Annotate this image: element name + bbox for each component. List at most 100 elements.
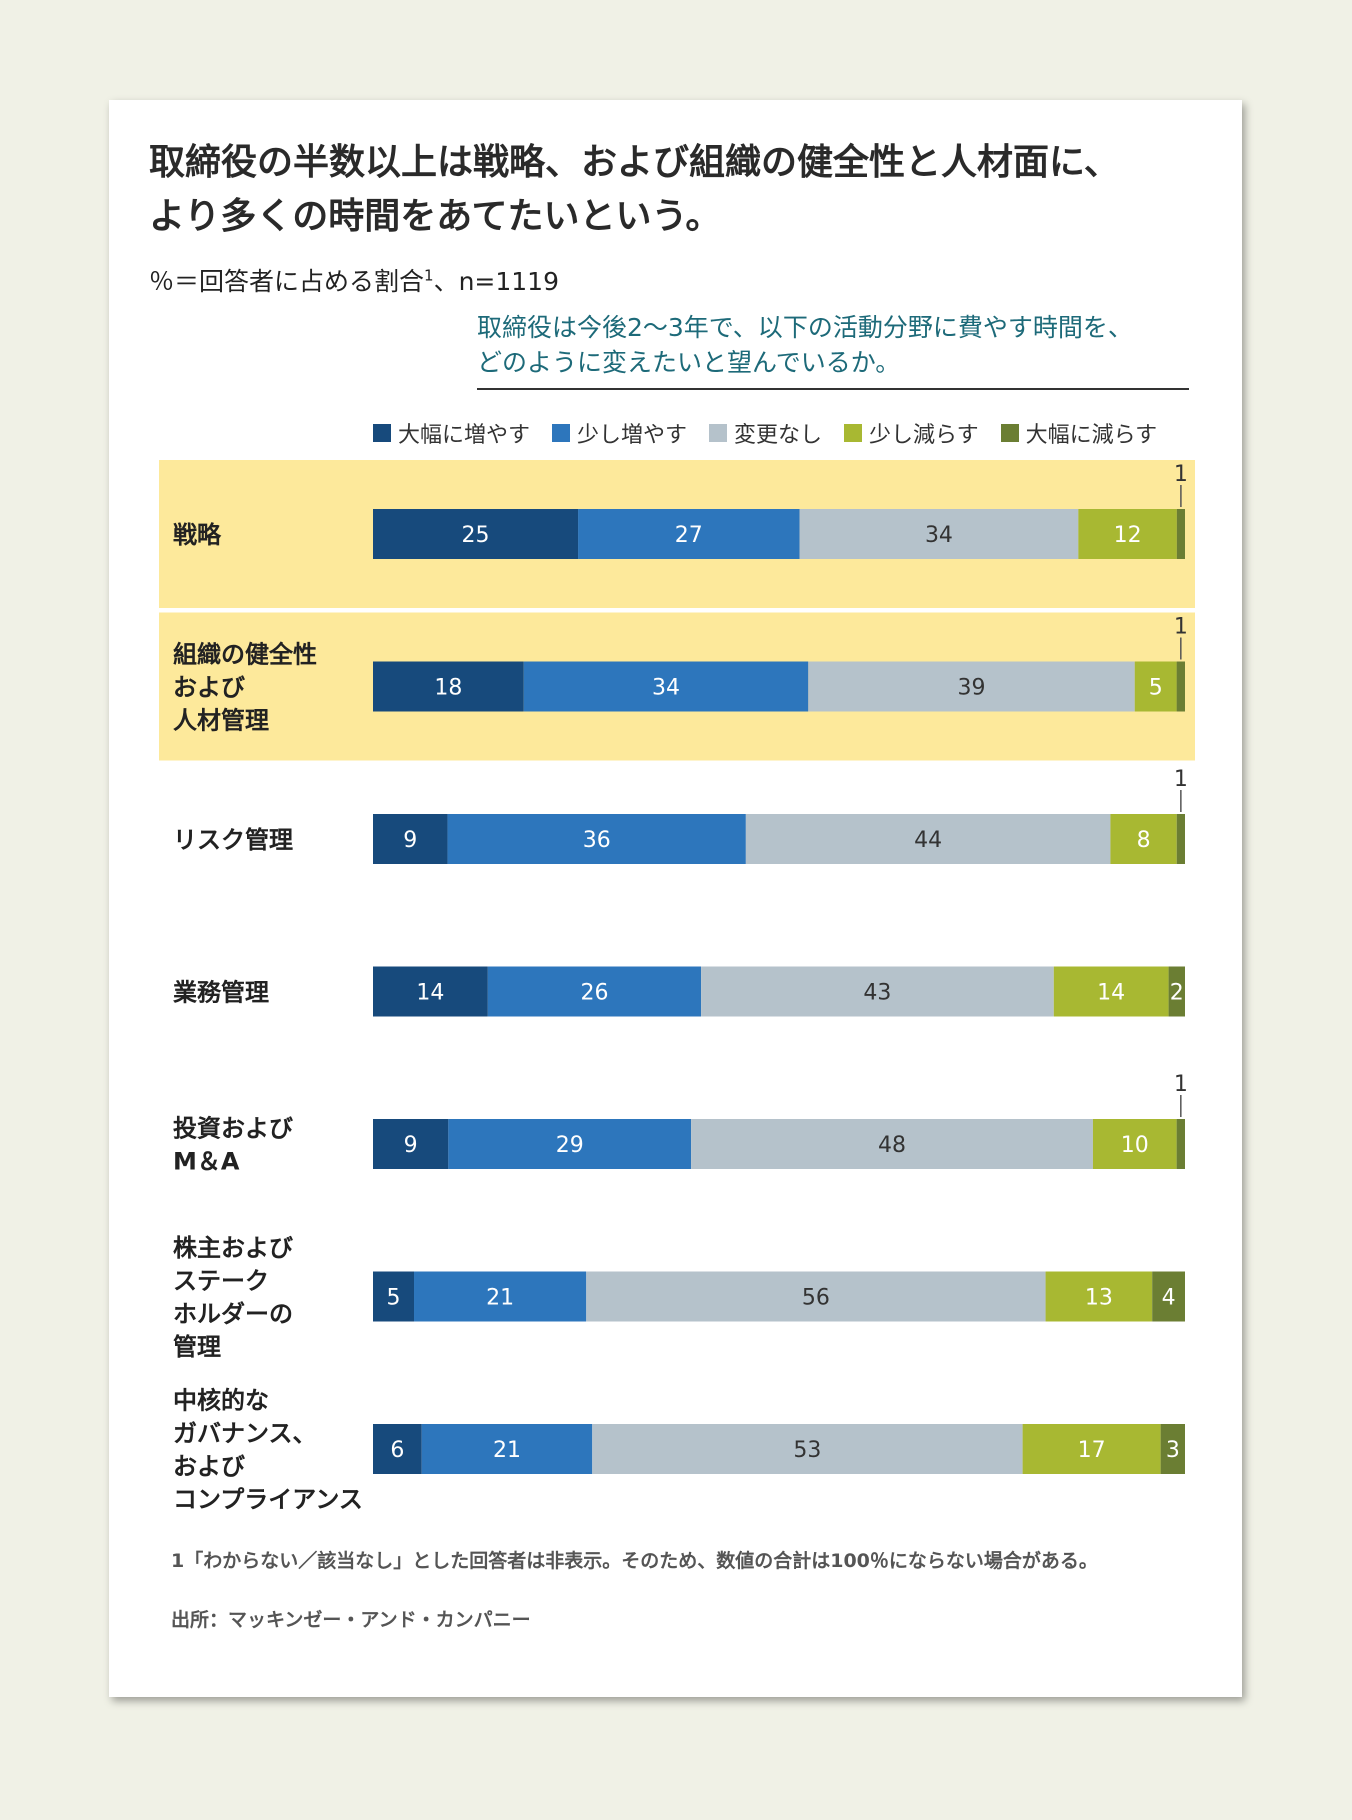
bar-segment-r6-s1 xyxy=(373,1271,415,1322)
category-label-1: 戦略 xyxy=(173,521,222,549)
bar-segment-r7-s1 xyxy=(373,1424,422,1474)
bar-value-label-r1-s2: 27 xyxy=(675,523,703,548)
chart-source: 出所：マッキンゼー・アンド・カンパニー xyxy=(171,1609,531,1631)
category-label-line: および xyxy=(173,1453,245,1481)
legend-label-4: 少し減らす xyxy=(869,423,979,448)
bar-segment-r4-s5 xyxy=(1168,966,1185,1017)
chart-subtitle: ％＝回答者に占める割合1、n=1119 xyxy=(149,262,559,298)
bar-segment-r1-s1 xyxy=(373,509,579,559)
bar-value-label-r4-s3: 43 xyxy=(863,981,891,1006)
category-label-6: 株主およびステークホルダーの管理 xyxy=(173,1234,293,1361)
category-label-line: ホルダーの xyxy=(173,1300,293,1328)
category-label-line: 中核的な xyxy=(173,1387,269,1415)
bar-segment-r1-s5 xyxy=(1176,509,1185,559)
bar-value-label-r5-s1: 9 xyxy=(404,1133,418,1158)
bar-value-label-r4-s5: 2 xyxy=(1170,981,1184,1006)
bar-value-label-r3-s2: 36 xyxy=(583,828,611,853)
category-label-line: 株主および xyxy=(173,1234,293,1262)
legend-item-2: 少し増やす xyxy=(552,417,687,449)
chart-footnote: 1「わからない／該当なし」とした回答者は非表示。そのため、数値の合計は100％に… xyxy=(171,1550,1098,1572)
bar-value-label-r1-s1: 25 xyxy=(462,523,490,548)
bar-value-label-r2-s1: 18 xyxy=(434,676,462,701)
bar-value-label-r5-s3: 48 xyxy=(878,1133,906,1158)
bar-value-label-r1-s5: 1 xyxy=(1174,462,1188,487)
legend-label-1: 大幅に増やす xyxy=(398,423,531,448)
bar-segment-r6-s4 xyxy=(1045,1271,1153,1322)
bar-segment-r7-s3 xyxy=(592,1424,1023,1474)
bar-value-label-r3-s1: 9 xyxy=(403,828,417,853)
legend-label-5: 大幅に減らす xyxy=(1025,423,1158,448)
category-label-line: 戦略 xyxy=(173,521,222,549)
bar-segment-r3-s4 xyxy=(1110,814,1177,864)
bar-value-label-r2-s4: 5 xyxy=(1149,676,1163,701)
bar-segment-r5-s3 xyxy=(691,1119,1093,1169)
bar-value-label-r5-s2: 29 xyxy=(556,1133,584,1158)
bar-segment-r4-s3 xyxy=(701,966,1054,1017)
bar-value-label-r2-s3: 39 xyxy=(958,676,986,701)
bar-value-label-r4-s2: 26 xyxy=(580,981,608,1006)
bar-value-label-r3-s5: 1 xyxy=(1174,767,1188,792)
chart-legend: 大幅に増やす 少し増やす 変更なし 少し減らす 大幅に減らす xyxy=(373,418,1157,448)
bar-segment-r2-s1 xyxy=(373,661,524,712)
bar-value-label-r2-s5: 1 xyxy=(1174,615,1188,640)
bar-segment-r7-s4 xyxy=(1022,1424,1161,1474)
category-label-line: ステーク xyxy=(173,1267,269,1295)
category-label-line: M＆A xyxy=(173,1148,240,1176)
bar-segment-r7-s5 xyxy=(1160,1424,1185,1474)
bar-segment-r6-s5 xyxy=(1152,1271,1185,1322)
bar-segment-r5-s1 xyxy=(373,1119,449,1169)
category-label-line: ガバナンス、 xyxy=(173,1420,317,1448)
bar-segment-r5-s4 xyxy=(1092,1119,1177,1169)
legend-swatch-1 xyxy=(373,424,391,442)
chart-card: 取締役の半数以上は戦略、および組織の健全性と人材面に、 より多くの時間をあてたい… xyxy=(109,100,1242,1697)
bar-value-label-r6-s3: 56 xyxy=(802,1286,830,1311)
bar-segment-r3-s5 xyxy=(1176,814,1185,864)
chart-title: 取締役の半数以上は戦略、および組織の健全性と人材面に、 より多くの時間をあてたい… xyxy=(149,142,1120,237)
bar-value-label-r7-s1: 6 xyxy=(390,1438,404,1463)
bar-segment-r5-s5 xyxy=(1176,1119,1185,1169)
chart-question: 取締役は今後2～3年で、以下の活動分野に費やす時間を、 どのように変えたいと望ん… xyxy=(477,310,1189,390)
legend-swatch-2 xyxy=(552,424,571,442)
bar-segment-r2-s5 xyxy=(1176,661,1185,712)
bar-segment-r2-s3 xyxy=(808,661,1135,712)
bar-value-label-r1-s4: 12 xyxy=(1114,523,1142,548)
category-label-line: 投資および xyxy=(173,1115,293,1143)
bar-segment-r6-s3 xyxy=(586,1271,1046,1322)
legend-swatch-5 xyxy=(1000,424,1019,442)
bar-value-label-r7-s5: 3 xyxy=(1166,1438,1180,1463)
bar-value-label-r6-s2: 21 xyxy=(486,1286,514,1311)
bar-value-label-r3-s3: 44 xyxy=(914,828,942,853)
category-label-line: 管理 xyxy=(173,1333,221,1361)
bar-value-label-r6-s1: 5 xyxy=(387,1286,401,1311)
category-label-5: 投資および M＆A xyxy=(173,1115,293,1176)
bar-value-label-r4-s4: 14 xyxy=(1097,981,1125,1006)
bar-value-label-r6-s4: 13 xyxy=(1085,1286,1113,1311)
legend-item-3: 変更なし xyxy=(709,417,822,449)
bar-segment-r3-s2 xyxy=(447,814,746,864)
legend-swatch-3 xyxy=(709,424,728,442)
bar-value-label-r5-s4: 10 xyxy=(1121,1133,1149,1158)
legend-item-4: 少し減らす xyxy=(844,417,979,449)
bar-value-label-r3-s4: 8 xyxy=(1137,828,1151,853)
legend-item-5: 大幅に減らす xyxy=(1000,417,1158,449)
legend-label-2: 少し増やす xyxy=(577,423,688,448)
legend-item-1: 大幅に増やす xyxy=(373,417,530,449)
bar-value-label-r7-s2: 21 xyxy=(493,1438,521,1463)
bar-segment-r1-s2 xyxy=(578,509,800,559)
category-label-line: および xyxy=(173,674,245,702)
bar-segment-r7-s2 xyxy=(421,1424,593,1474)
bar-segment-r1-s3 xyxy=(799,509,1079,559)
category-label-line: 業務管理 xyxy=(173,979,269,1007)
bar-segment-r4-s1 xyxy=(373,966,488,1017)
bar-segment-r4-s4 xyxy=(1053,966,1169,1017)
bar-value-label-r1-s3: 34 xyxy=(925,523,953,548)
subtitle-sample-size: 、n=1119 xyxy=(433,267,559,296)
bar-value-label-r4-s1: 14 xyxy=(416,981,444,1006)
category-label-line: 人材管理 xyxy=(173,707,269,735)
legend-label-3: 変更なし xyxy=(734,423,823,448)
category-label-2: 組織の健全性および人材管理 xyxy=(173,641,317,735)
bar-segment-r1-s4 xyxy=(1078,509,1177,559)
bar-value-label-r6-s5: 4 xyxy=(1162,1286,1176,1311)
category-label-3: リスク管理 xyxy=(173,826,293,854)
